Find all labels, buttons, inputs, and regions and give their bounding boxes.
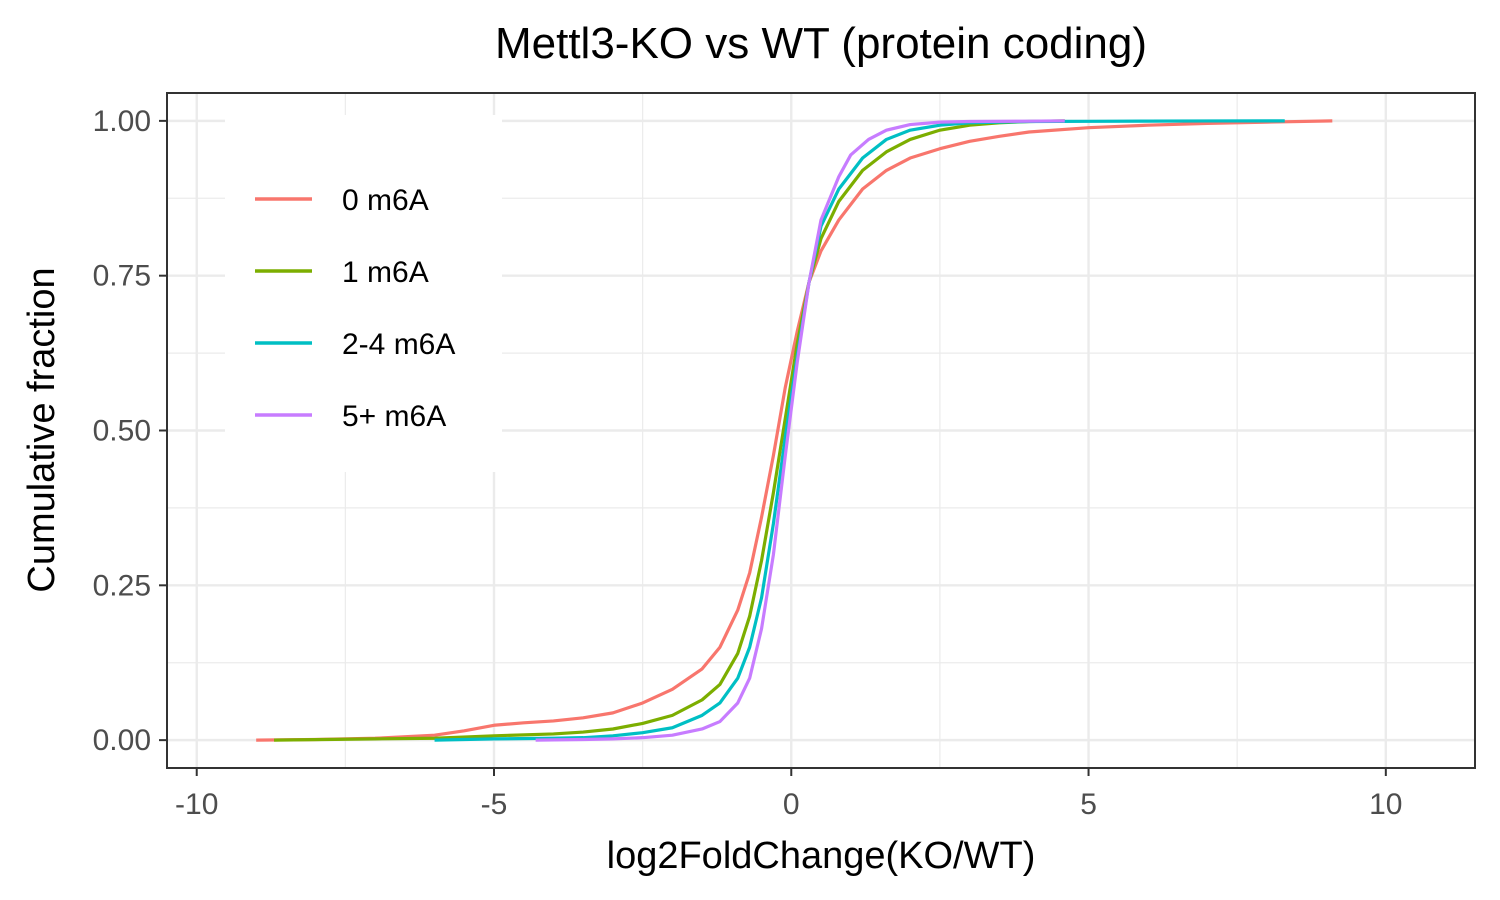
x-axis: -10 -5 0 5 10 [175, 768, 1403, 821]
y-tick-label: 0.00 [93, 724, 151, 757]
series-line-0 [256, 119, 1333, 742]
legend: 0 m6A 1 m6A 2-4 m6A 5+ m6A [225, 115, 502, 472]
legend-label-0: 0 m6A [342, 184, 429, 217]
x-tick-label: 0 [783, 788, 800, 821]
legend-label-3: 5+ m6A [342, 400, 446, 433]
x-tick-label: -10 [175, 788, 218, 821]
legend-label-2: 2-4 m6A [342, 328, 455, 361]
x-tick-label: -5 [481, 788, 508, 821]
series-line-3 [535, 119, 1065, 742]
x-axis-title: log2FoldChange(KO/WT) [607, 835, 1036, 877]
y-tick-label: 0.50 [93, 415, 151, 448]
y-tick-label: 0.25 [93, 569, 151, 602]
y-tick-label: 1.00 [93, 105, 151, 138]
series-line-1 [274, 119, 1065, 742]
x-tick-label: 10 [1369, 788, 1402, 821]
y-axis: 0.00 0.25 0.50 0.75 1.00 [93, 105, 167, 757]
legend-background [225, 115, 502, 472]
series-layer [256, 119, 1333, 742]
legend-label-1: 1 m6A [342, 256, 429, 289]
chart-title: Mettl3-KO vs WT (protein coding) [495, 19, 1147, 68]
y-axis-title: Cumulative fraction [21, 267, 63, 592]
y-tick-label: 0.75 [93, 260, 151, 293]
x-tick-label: 5 [1080, 788, 1097, 821]
